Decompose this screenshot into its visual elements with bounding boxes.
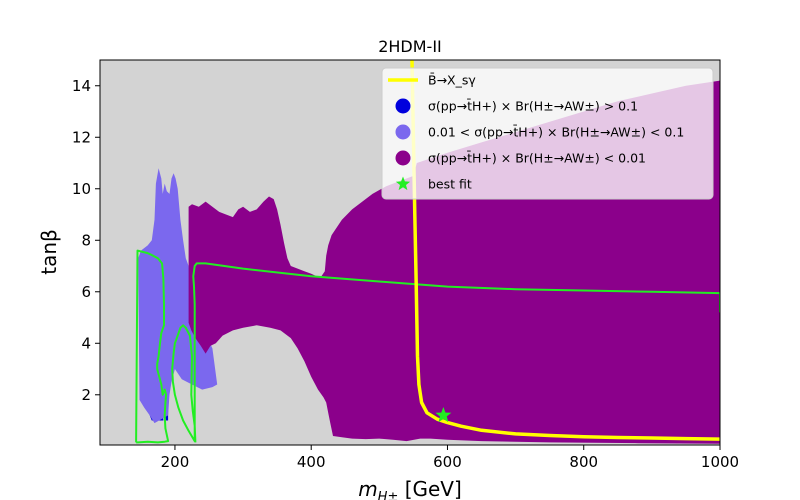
legend-label: best fit bbox=[428, 177, 472, 192]
y-tick-label: 6 bbox=[81, 283, 91, 301]
legend-label: σ(pp→t̄H+) × Br(H±→AW±) > 0.1 bbox=[428, 99, 638, 114]
legend-circle-marker bbox=[395, 98, 411, 114]
contour-line-5 bbox=[171, 262, 720, 443]
legend-label: σ(pp→t̄H+) × Br(H±→AW±) < 0.01 bbox=[428, 151, 646, 166]
x-tick-label: 200 bbox=[161, 453, 190, 471]
y-axis-label: tanβ bbox=[37, 229, 61, 275]
best-fit-point bbox=[435, 406, 452, 423]
x-tick-label: 600 bbox=[433, 453, 462, 471]
data-lines bbox=[135, 60, 720, 444]
y-tick-label: 4 bbox=[81, 334, 91, 352]
plot-frame bbox=[99, 59, 721, 446]
y-tick-label: 8 bbox=[81, 231, 91, 249]
x-axis-label: mH± [GeV] bbox=[358, 477, 462, 500]
line-b-x-s-3 bbox=[410, 60, 720, 441]
chart-title: 2HDM-II bbox=[378, 37, 442, 56]
legend-label: B̄→X_sγ bbox=[428, 73, 476, 88]
x-axis-ticks: 200 400 600 800 1000 bbox=[161, 445, 739, 471]
legend-star-marker bbox=[395, 176, 411, 191]
y-tick-label: 10 bbox=[72, 180, 91, 198]
y-tick-label: 14 bbox=[72, 77, 91, 95]
legend: B̄→X_sγ σ(pp→t̄H+) × Br(H±→AW±) > 0.1 0.01… bbox=[381, 67, 714, 200]
legend-circle-marker bbox=[395, 150, 411, 166]
contour-line-4 bbox=[135, 249, 170, 444]
x-tick-label: 1000 bbox=[701, 453, 739, 471]
x-tick-label: 800 bbox=[569, 453, 598, 471]
y-tick-label: 12 bbox=[72, 128, 91, 146]
legend-box bbox=[381, 67, 714, 200]
y-axis-ticks: 2 4 6 8 10 12 14 bbox=[72, 77, 100, 404]
legend-circle-marker bbox=[395, 124, 411, 140]
x-tick-label: 400 bbox=[297, 453, 326, 471]
legend-label: 0.01 < σ(pp→t̄H+) × Br(H±→AW±) < 0.1 bbox=[428, 125, 684, 140]
y-tick-label: 2 bbox=[81, 386, 91, 404]
